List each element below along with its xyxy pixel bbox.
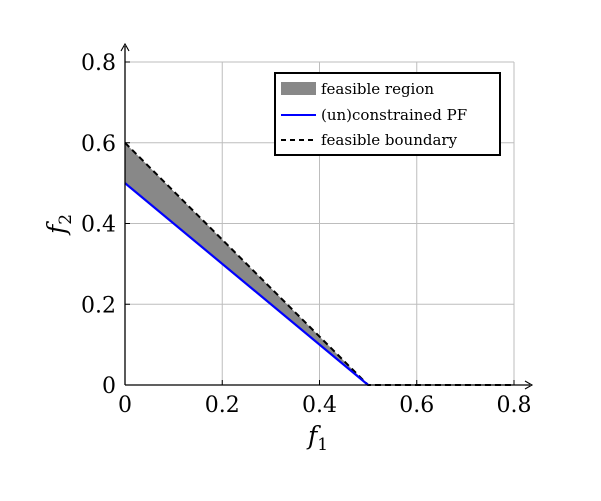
y-axis-label: f2 (42, 214, 76, 236)
x-axis-label: f1 (306, 421, 328, 455)
legend-label-feasible-region: feasible region (321, 80, 434, 98)
y-axis-arrow (120, 42, 130, 52)
legend-label-constrained-pf: (un)constrained PF (321, 106, 467, 124)
y-tick-label: 0 (102, 374, 116, 399)
x-tick-label: 0.8 (497, 393, 532, 418)
y-tick-label: 0.6 (81, 132, 116, 157)
x-tick-label: 0 (118, 393, 132, 418)
tick-labels: 0 0.2 0.4 0.6 0.8 0 0.2 0.4 0.6 0.8 (81, 51, 532, 418)
y-tick-label: 0.2 (81, 293, 116, 318)
x-axis-arrow (524, 380, 534, 390)
x-tick-label: 0.4 (302, 393, 337, 418)
legend: feasible region (un)constrained PF feasi… (274, 72, 501, 156)
legend-swatch-feasible-region (281, 82, 316, 95)
x-tick-label: 0.2 (205, 393, 240, 418)
y-tick-label: 0.8 (81, 51, 116, 76)
y-tick-label: 0.4 (81, 213, 116, 238)
legend-label-feasible-boundary: feasible boundary (321, 131, 458, 149)
x-tick-label: 0.6 (399, 393, 434, 418)
axes (120, 42, 534, 390)
constrained-pf-line (124, 182, 369, 386)
